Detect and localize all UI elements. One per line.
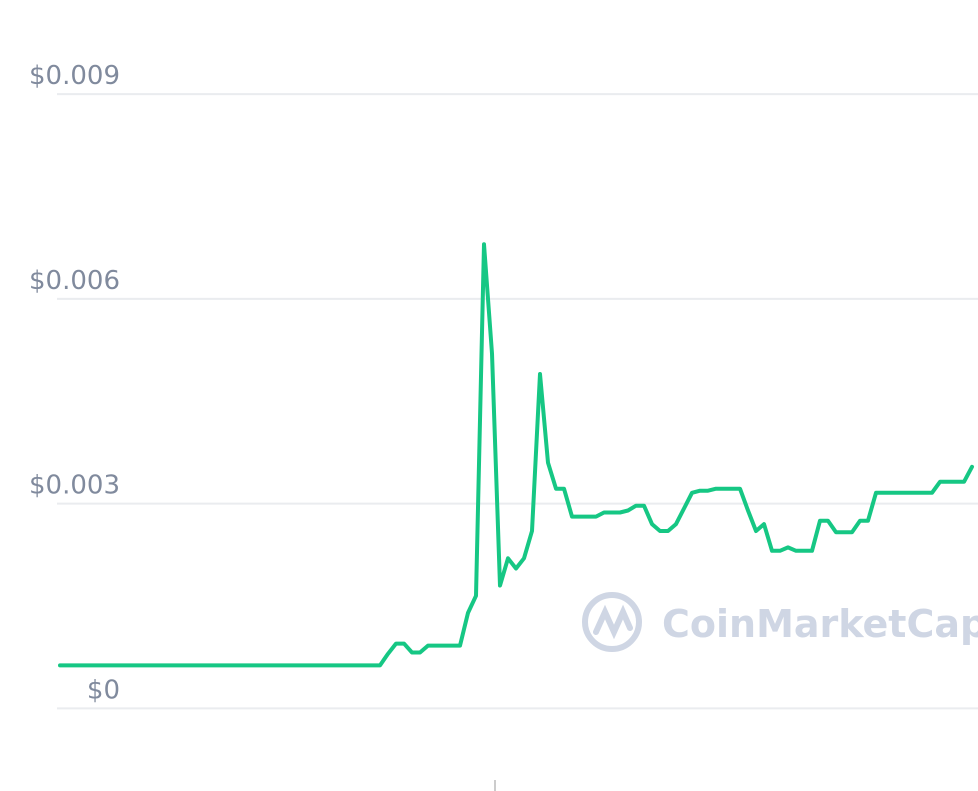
y-tick-label: $0.006 <box>29 266 120 296</box>
watermark: CoinMarketCap <box>662 602 978 646</box>
price-line <box>58 242 974 668</box>
watermark-logo <box>582 592 642 652</box>
y-tick-label: $0.003 <box>29 471 120 501</box>
y-tick-label: $0 <box>87 675 120 705</box>
y-tick-label: $0.009 <box>29 61 120 91</box>
